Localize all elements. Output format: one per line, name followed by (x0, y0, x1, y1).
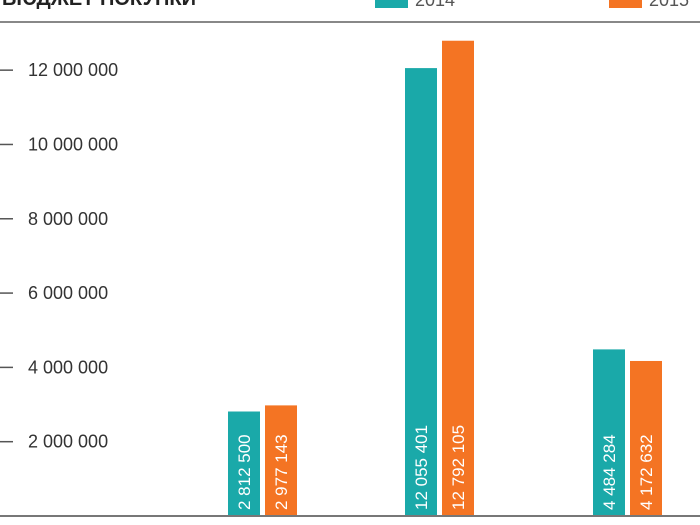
y-tick-label: 10 000 000 (28, 134, 118, 154)
legend-label-2015: 2015 (649, 0, 689, 10)
chart-title: БЮДЖЕТ ПОКУПКИ (2, 0, 196, 10)
bar-2015-2 (442, 40, 474, 516)
legend: 2014 2015 (375, 0, 689, 10)
bar-value-label: 4 484 284 (600, 434, 619, 510)
bar-2014-1 (228, 411, 260, 516)
bar-value-label: 2 812 500 (235, 434, 254, 510)
bar-2014-3 (593, 349, 625, 516)
bar-2015-1 (265, 405, 297, 516)
y-axis: 2 000 000 4 000 000 6 000 000 8 000 000 10 0… (0, 60, 118, 452)
y-tick-label: 8 000 000 (28, 209, 108, 229)
bar-value-label: 12 792 105 (449, 425, 468, 510)
bar-2015-3 (630, 360, 662, 516)
legend-swatch-2014 (375, 0, 408, 8)
legend-label-2014: 2014 (415, 0, 455, 10)
bar-value-label: 4 172 632 (637, 434, 656, 510)
bar-2014-2 (405, 68, 437, 516)
legend-swatch-2015 (609, 0, 642, 8)
y-tick-label: 6 000 000 (28, 283, 108, 303)
bar-value-label: 2 977 143 (272, 434, 291, 510)
bars: 2 812 500 12 055 401 4 484 284 2 977 143 12 … (228, 40, 662, 516)
bar-value-label: 12 055 401 (412, 425, 431, 510)
y-tick-label: 2 000 000 (28, 432, 108, 452)
y-tick-label: 4 000 000 (28, 357, 108, 377)
y-tick-label: 12 000 000 (28, 60, 118, 80)
